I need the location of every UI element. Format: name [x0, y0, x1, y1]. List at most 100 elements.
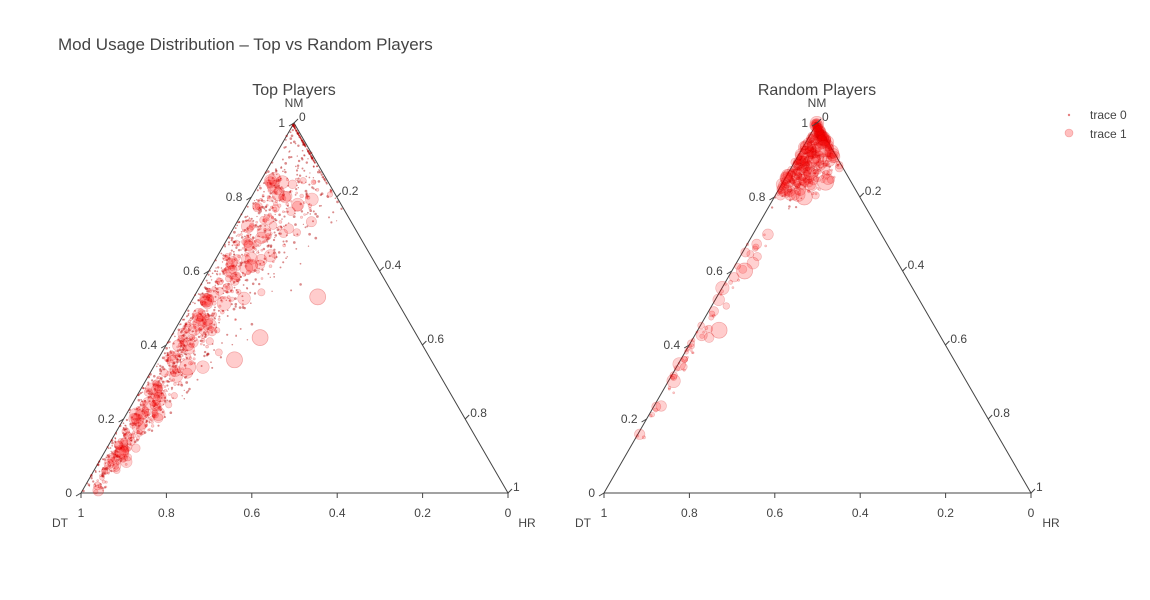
point-trace-0	[197, 328, 200, 330]
point-trace-1	[821, 141, 826, 146]
point-trace-0	[177, 354, 181, 358]
point-trace-0	[332, 211, 335, 214]
point-trace-0	[220, 252, 223, 255]
point-trace-1	[130, 423, 134, 427]
point-trace-1	[819, 132, 823, 136]
point-trace-1	[819, 132, 823, 136]
point-trace-1	[803, 167, 818, 182]
point-trace-0	[257, 228, 260, 231]
point-trace-1	[259, 215, 268, 225]
point-trace-1	[192, 350, 196, 353]
point-trace-0	[294, 212, 296, 215]
point-trace-0	[317, 180, 321, 183]
point-trace-1	[813, 133, 821, 141]
point-trace-1	[793, 176, 808, 190]
point-trace-0	[254, 278, 257, 281]
point-trace-0	[114, 440, 117, 443]
point-trace-1	[202, 309, 206, 313]
point-trace-0	[234, 302, 238, 306]
point-trace-0	[144, 399, 146, 402]
point-trace-1	[813, 141, 817, 145]
point-trace-1	[804, 167, 809, 172]
point-trace-0	[296, 184, 298, 187]
point-trace-1	[196, 360, 210, 374]
point-trace-0	[183, 352, 187, 356]
point-trace-0	[297, 167, 299, 169]
point-trace-0	[160, 378, 162, 380]
point-trace-1	[269, 191, 272, 195]
point-trace-0	[311, 158, 314, 160]
point-trace-0	[311, 186, 314, 189]
point-trace-0	[815, 135, 819, 139]
point-trace-1	[116, 446, 119, 450]
tick-mark-hr	[336, 192, 342, 198]
point-trace-0	[283, 215, 286, 218]
point-trace-0	[296, 132, 300, 136]
point-trace-1	[226, 256, 239, 268]
point-trace-1	[781, 169, 794, 182]
point-trace-0	[274, 191, 277, 195]
point-trace-1	[172, 360, 176, 364]
point-trace-1	[818, 128, 823, 134]
point-trace-1	[114, 446, 127, 459]
point-trace-0	[185, 356, 188, 360]
point-trace-0	[790, 177, 792, 179]
point-trace-1	[183, 331, 187, 335]
legend[interactable]: trace 0 trace 1	[1064, 108, 1127, 141]
point-trace-1	[246, 233, 251, 238]
point-trace-1	[203, 296, 208, 301]
point-trace-1	[229, 276, 233, 280]
point-trace-1	[307, 203, 313, 208]
point-trace-1	[810, 140, 814, 144]
point-trace-1	[825, 155, 833, 162]
point-trace-1	[817, 129, 821, 133]
point-trace-1	[807, 136, 812, 141]
point-trace-1	[815, 127, 825, 136]
point-trace-1	[809, 139, 813, 142]
point-trace-0	[269, 245, 273, 249]
point-trace-0	[241, 220, 245, 223]
legend-item-trace-0[interactable]: trace 0	[1067, 108, 1127, 122]
point-trace-1	[791, 169, 796, 174]
point-trace-1	[790, 187, 806, 202]
point-trace-0	[312, 165, 315, 168]
panel-top-players: Top Players 0000.20.20.20.40.40.40.60.60…	[52, 82, 536, 530]
point-trace-1	[255, 254, 268, 266]
tick-mark-hr	[293, 118, 299, 124]
point-trace-1	[816, 128, 824, 136]
point-trace-0	[263, 190, 265, 193]
point-trace-1	[818, 154, 822, 157]
point-trace-1	[824, 141, 829, 147]
point-trace-1	[817, 155, 821, 159]
point-trace-0	[208, 269, 211, 272]
point-trace-0	[297, 177, 300, 180]
tick-mark-nm	[75, 492, 82, 497]
point-trace-1	[818, 153, 822, 157]
point-trace-0	[197, 335, 201, 339]
point-trace-0	[169, 411, 173, 415]
point-trace-0	[187, 309, 190, 312]
point-trace-1	[119, 458, 123, 462]
point-trace-0	[191, 373, 194, 375]
point-trace-0	[223, 243, 226, 246]
point-trace-0	[271, 161, 274, 164]
point-trace-1	[108, 453, 122, 467]
point-trace-1	[111, 451, 115, 455]
point-trace-0	[199, 328, 202, 331]
point-trace-1	[807, 131, 822, 146]
point-trace-1	[798, 173, 811, 186]
point-trace-1	[229, 251, 232, 255]
point-trace-1	[191, 336, 195, 340]
point-trace-1	[796, 172, 802, 179]
point-trace-0	[258, 235, 260, 238]
point-trace-0	[273, 272, 275, 275]
point-trace-0	[227, 236, 231, 239]
point-trace-1	[178, 337, 181, 341]
point-trace-1	[172, 339, 185, 352]
point-trace-0	[183, 344, 186, 347]
point-trace-1	[746, 256, 760, 270]
legend-item-trace-1[interactable]: trace 1	[1064, 127, 1127, 141]
point-trace-0	[246, 254, 248, 257]
point-trace-1	[197, 322, 201, 327]
point-trace-1	[649, 414, 653, 418]
